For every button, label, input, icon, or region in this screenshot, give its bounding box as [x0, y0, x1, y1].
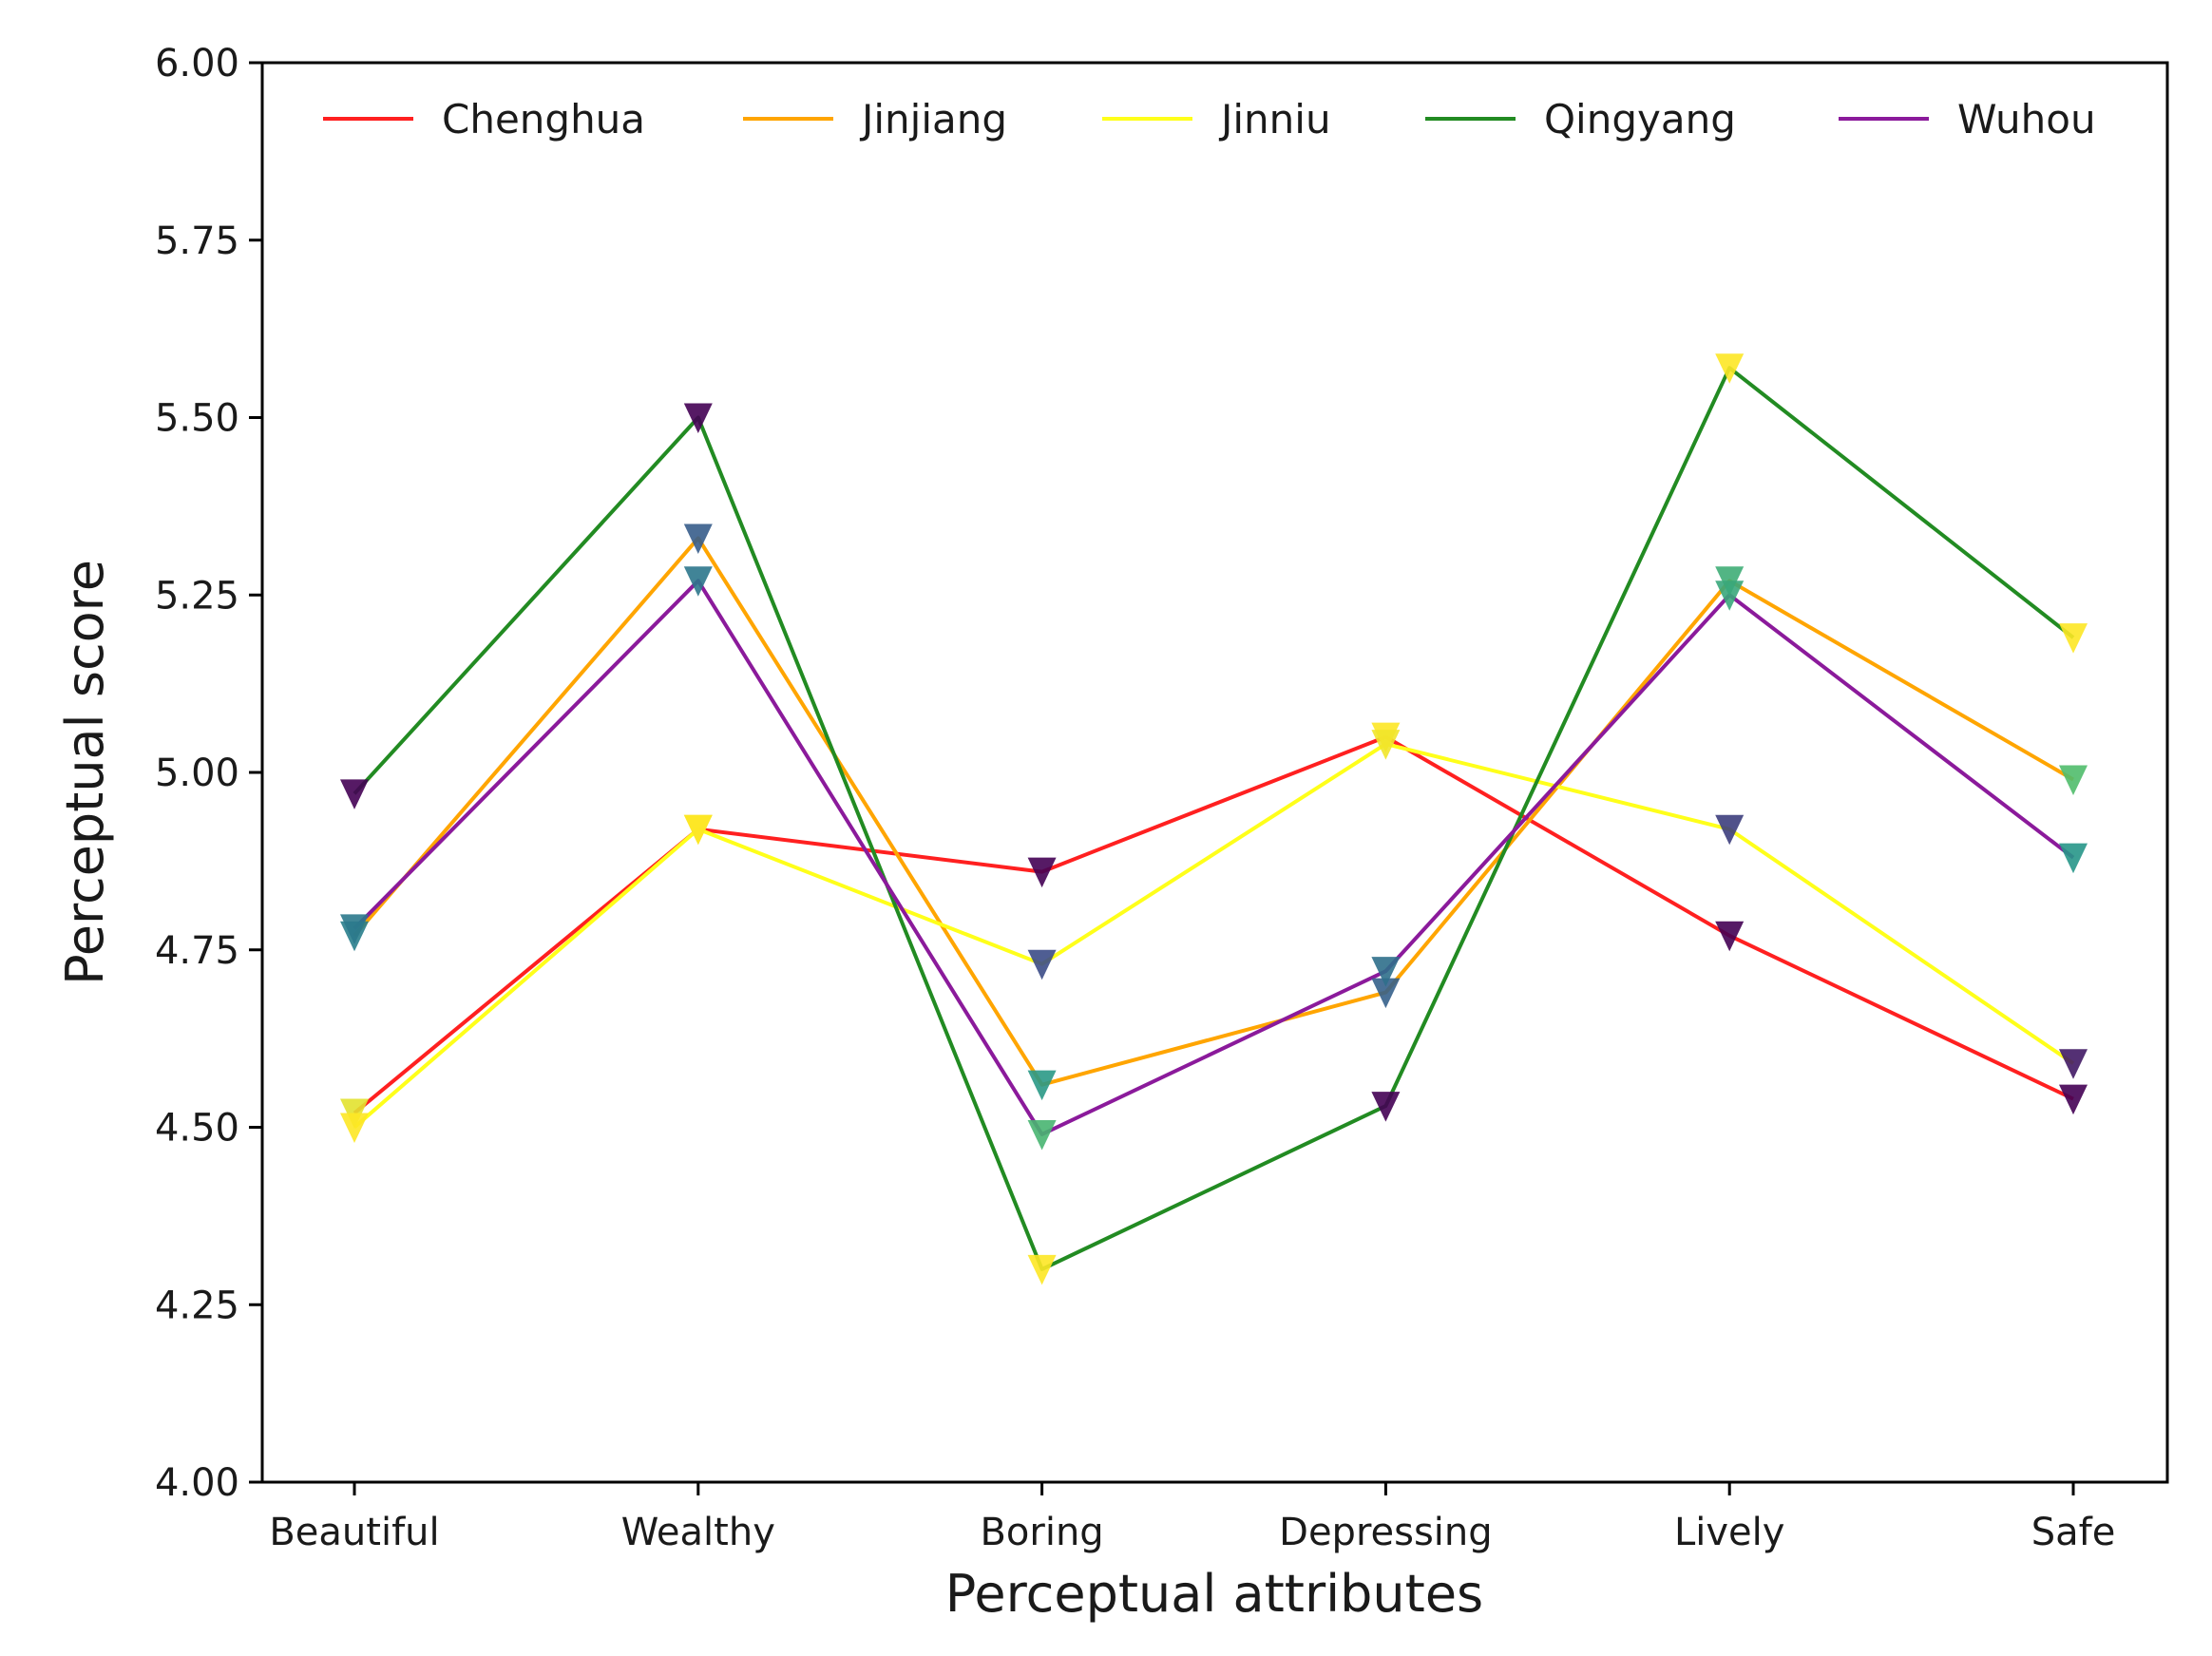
y-axis-label: Perceptual score	[55, 560, 115, 985]
marker-chenghua	[1715, 921, 1745, 952]
plot-frame	[260, 61, 2169, 1484]
marker-jinjiang	[1371, 978, 1401, 1009]
marker-qingyang	[340, 779, 369, 809]
y-axis: 4.00 4.25 4.50 4.75 5.00 5.25 5.50 5.75 6.00	[155, 42, 262, 1505]
marker-qingyang	[1715, 353, 1745, 384]
series-line-qingyang	[353, 366, 2075, 1271]
marker-jinniu	[683, 814, 713, 846]
legend-label-jinniu: Jinniu	[1218, 96, 1331, 143]
marker-jinjiang	[683, 523, 713, 554]
legend-label-jinjiang: Jinjiang	[859, 96, 1007, 143]
marker-wuhou	[1371, 957, 1401, 987]
series-line-jinjiang	[353, 536, 2075, 1087]
marker-jinniu	[1715, 814, 1745, 846]
y-tick-label: 4.50	[155, 1107, 239, 1151]
marker-wuhou	[2059, 843, 2088, 874]
marker-chenghua	[2059, 1084, 2088, 1115]
marker-jinjiang	[2059, 765, 2088, 795]
marker-qingyang	[1371, 1092, 1401, 1122]
y-tick-label: 4.75	[155, 929, 239, 973]
x-tick-label: Lively	[1674, 1511, 1784, 1554]
marker-jinniu	[340, 1113, 369, 1143]
x-axis: Beautiful Wealthy Boring Depressing Lively Sa…	[269, 1482, 2115, 1554]
series-line-jinniu	[353, 742, 2075, 1130]
marker-jinniu	[1371, 730, 1401, 760]
x-tick-label: Depressing	[1279, 1511, 1493, 1554]
marker-chenghua	[1027, 857, 1057, 888]
marker-jinniu	[1027, 949, 1057, 980]
marker-qingyang	[1027, 1254, 1057, 1285]
legend-label-wuhou: Wuhou	[1957, 96, 2096, 143]
series-line-wuhou	[353, 579, 2075, 1136]
y-tick-label: 5.25	[155, 574, 239, 618]
y-tick-label: 5.75	[155, 219, 239, 263]
plot-marks	[340, 353, 2088, 1285]
x-tick-label: Safe	[2031, 1511, 2116, 1554]
x-tick-label: Wealthy	[621, 1511, 775, 1554]
y-tick-label: 4.00	[155, 1461, 239, 1505]
y-tick-label: 6.00	[155, 42, 239, 86]
y-tick-label: 5.00	[155, 752, 239, 795]
marker-qingyang	[2059, 623, 2088, 654]
marker-wuhou	[1715, 581, 1745, 611]
x-tick-label: Boring	[980, 1511, 1103, 1554]
series-line-chenghua	[353, 734, 2074, 1115]
marker-wuhou	[683, 566, 713, 597]
marker-wuhou	[340, 914, 369, 944]
legend-label-chenghua: Chenghua	[442, 96, 645, 143]
marker-jinniu	[2059, 1049, 2088, 1079]
y-tick-label: 5.50	[155, 397, 239, 441]
legend: Chenghua Jinjiang Jinniu Qingyang Wuhou	[323, 96, 2096, 143]
marker-jinjiang	[1027, 1070, 1057, 1101]
marker-wuhou	[1027, 1119, 1057, 1151]
legend-label-qingyang: Qingyang	[1544, 96, 1736, 143]
y-tick-label: 4.25	[155, 1284, 239, 1327]
x-tick-label: Beautiful	[269, 1511, 439, 1554]
marker-qingyang	[683, 403, 713, 433]
x-axis-label: Perceptual attributes	[945, 1564, 1483, 1624]
